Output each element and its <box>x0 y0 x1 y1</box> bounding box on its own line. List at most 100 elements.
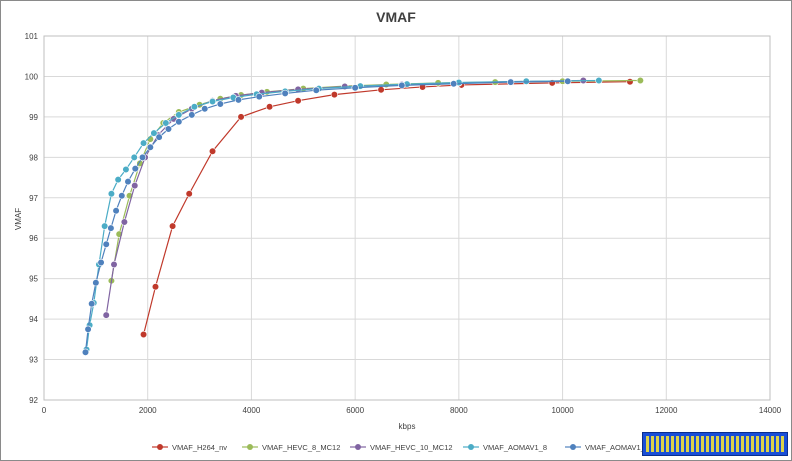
x-tick-label: 4000 <box>243 406 261 415</box>
data-point <box>377 86 385 94</box>
data-point <box>265 103 274 111</box>
legend-item: VMAF_AOMAV1_8b <box>565 443 653 452</box>
legend-item: VMAF_AOMAV1_8 <box>463 443 547 452</box>
data-point <box>124 178 132 186</box>
x-tick-label: 10000 <box>551 406 574 415</box>
x-tick-label: 0 <box>42 406 47 415</box>
data-point <box>330 91 339 99</box>
y-tick-label: 95 <box>29 275 38 284</box>
y-tick-label: 97 <box>29 194 38 203</box>
legend-swatch-marker <box>355 444 361 450</box>
legend-label: VMAF_AOMAV1_8 <box>483 443 547 452</box>
legend-swatch-marker <box>570 444 576 450</box>
data-point <box>81 348 90 356</box>
data-point <box>281 89 289 98</box>
data-point <box>151 283 160 291</box>
data-point <box>102 311 110 319</box>
legend-item: VMAF_HEVC_10_MC12 <box>350 443 453 452</box>
x-tick-label: 12000 <box>655 406 678 415</box>
data-point <box>188 111 196 119</box>
series-line <box>142 81 630 335</box>
series-VMAF_AOMAV1_8b <box>81 77 572 356</box>
data-point <box>114 175 122 184</box>
data-point <box>120 218 128 226</box>
data-point <box>139 330 148 339</box>
data-point <box>595 76 603 85</box>
y-tick-label: 100 <box>25 72 39 81</box>
data-point <box>112 207 120 215</box>
legend-swatch-marker <box>247 444 253 450</box>
legend-label: VMAF_HEVC_10_MC12 <box>370 443 453 452</box>
data-point <box>110 260 118 269</box>
y-tick-labels: 92 93 94 95 96 97 98 99 100 101 <box>25 32 39 405</box>
data-point <box>312 86 320 94</box>
data-point <box>88 300 96 308</box>
y-tick-label: 94 <box>29 315 38 324</box>
x-tick-label: 8000 <box>450 406 468 415</box>
data-point <box>351 84 359 92</box>
data-point <box>169 222 177 230</box>
series-line <box>84 80 568 353</box>
y-axis-title: VMAF <box>14 208 23 230</box>
data-point <box>107 224 115 232</box>
data-point <box>175 111 183 119</box>
data-point <box>636 76 644 85</box>
data-point <box>138 153 147 161</box>
data-point <box>146 143 154 151</box>
legend-swatch-marker <box>157 444 163 450</box>
data-point <box>131 165 139 173</box>
series-line <box>85 79 599 350</box>
data-point <box>97 258 105 267</box>
data-point <box>102 240 110 248</box>
data-point <box>201 105 209 113</box>
x-axis-title: kbps <box>399 422 416 431</box>
y-tick-label: 99 <box>29 113 38 122</box>
data-point <box>507 78 515 86</box>
data-point <box>398 81 406 89</box>
data-point <box>190 103 198 111</box>
legend-label: VMAF_AOMAV1_8b <box>585 443 653 452</box>
plot-area <box>43 35 771 401</box>
data-point <box>294 97 302 105</box>
legend: VMAF_H264_nv VMAF_HEVC_8_MC12 VMAF_HEVC_10… <box>152 443 653 452</box>
legend-label: VMAF_HEVC_8_MC12 <box>262 443 340 452</box>
data-point <box>237 113 245 121</box>
data-point <box>107 190 116 198</box>
watermark-logo <box>642 432 788 456</box>
y-tick-label: 98 <box>29 153 38 162</box>
gridlines <box>43 35 771 401</box>
legend-item: VMAF_H264_nv <box>152 443 227 452</box>
y-tick-label: 101 <box>25 32 39 41</box>
data-point <box>101 222 109 230</box>
series-group <box>81 76 644 356</box>
legend-swatch-marker <box>468 444 474 450</box>
y-tick-label: 93 <box>29 356 38 365</box>
y-tick-label: 92 <box>29 396 38 405</box>
legend-label: VMAF_H264_nv <box>172 443 227 452</box>
data-point <box>162 119 170 127</box>
y-tick-label: 96 <box>29 234 38 243</box>
data-point <box>175 118 183 126</box>
x-tick-labels: 0 2000 4000 6000 8000 10000 12000 14000 <box>42 406 782 415</box>
data-point <box>208 147 217 155</box>
data-point <box>234 96 243 104</box>
data-point <box>208 97 217 106</box>
x-tick-label: 2000 <box>139 406 157 415</box>
data-point <box>185 190 193 198</box>
data-point <box>450 80 458 88</box>
data-point <box>626 78 634 86</box>
data-point <box>139 139 148 147</box>
data-point <box>122 165 130 174</box>
x-tick-label: 14000 <box>759 406 782 415</box>
data-point <box>164 125 173 133</box>
data-point <box>155 133 163 141</box>
data-point <box>131 182 139 190</box>
data-point <box>216 100 224 108</box>
data-point <box>118 192 126 200</box>
legend-item: VMAF_HEVC_8_MC12 <box>242 443 340 452</box>
data-point <box>150 129 158 137</box>
data-point <box>130 153 138 161</box>
data-point <box>92 279 100 287</box>
series-VMAF_AOMAV1_8 <box>82 76 603 354</box>
